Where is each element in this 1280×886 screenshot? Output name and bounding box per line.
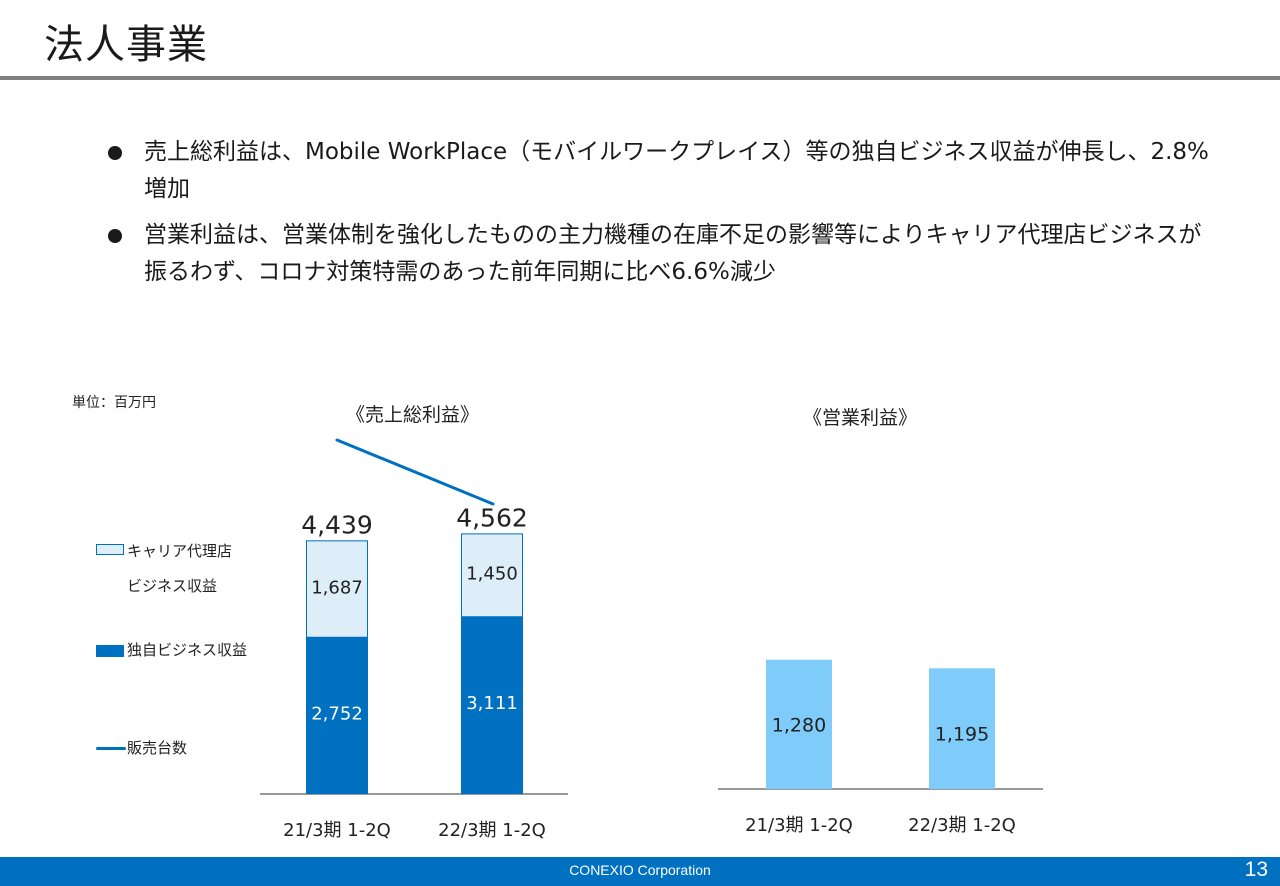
legend-carrier-label: キャリア代理店 [127, 542, 233, 560]
data-label-own: 3,111 [466, 693, 518, 714]
legend-carrier-swatch [96, 544, 124, 555]
bullet-dot-icon [108, 229, 122, 243]
data-label-own: 2,752 [311, 704, 363, 725]
footer-bar: CONEXIO Corporation 13 [0, 857, 1280, 886]
bullet-item: 営業利益は、営業体制を強化したものの主力機種の在庫不足の影響等によりキャリア代理… [108, 217, 1218, 291]
data-label-carrier: 1,687 [311, 577, 363, 598]
legend-own-label: 独自ビジネス収益 [127, 641, 248, 659]
legend-units-label: 販売台数 [127, 739, 188, 757]
bar-operating-profit [929, 668, 995, 789]
page-title: 法人事業 [44, 22, 208, 68]
unit-label: 単位：百万円 [72, 395, 156, 411]
bullet-list: 売上総利益は、Mobile WorkPlace（モバイルワークプレイス）等の独自… [108, 134, 1218, 300]
operating-profit-chart: 1,280 21/3期 1-2Q 1,195 22/3期 1-2Q [718, 659, 1043, 836]
data-label-operating-profit: 1,280 [772, 715, 826, 737]
legend-units-swatch [96, 747, 126, 750]
footer-company: CONEXIO Corporation [569, 862, 711, 878]
data-label-operating-profit: 1,195 [935, 723, 989, 745]
operating-profit-chart-title: 《営業利益》 [803, 407, 918, 429]
x-tick-label: 21/3期 1-2Q [745, 815, 853, 836]
x-tick-label: 21/3期 1-2Q [283, 820, 391, 841]
legend-own-swatch [96, 645, 124, 657]
bullet-dot-icon [108, 146, 122, 160]
bar-own-business [461, 616, 523, 794]
x-tick-label: 22/3期 1-2Q [908, 815, 1016, 836]
bar-carrier-business [461, 533, 523, 618]
bullet-item: 売上総利益は、Mobile WorkPlace（モバイルワークプレイス）等の独自… [108, 134, 1218, 208]
bar-operating-profit [766, 659, 832, 789]
data-label-total: 4,439 [301, 510, 373, 539]
bar-carrier-business [306, 540, 368, 638]
title-divider [0, 76, 1280, 80]
gross-profit-chart-title: 《売上総利益》 [346, 404, 480, 426]
bar-own-business [306, 636, 368, 794]
units-trend-line [335, 438, 495, 506]
data-label-carrier: 1,450 [466, 563, 518, 584]
gross-profit-chart: 1,687 2,752 4,439 21/3期 1-2Q 1,450 3,111 4,562… [260, 503, 568, 841]
bullet-text: 営業利益は、営業体制を強化したものの主力機種の在庫不足の影響等によりキャリア代理… [144, 222, 1202, 285]
data-label-total: 4,562 [456, 503, 528, 532]
bullet-text: 売上総利益は、Mobile WorkPlace（モバイルワークプレイス）等の独自… [144, 139, 1209, 202]
x-tick-label: 22/3期 1-2Q [438, 820, 546, 841]
page-number: 13 [1244, 858, 1268, 881]
legend-carrier-label-line2: ビジネス収益 [127, 577, 218, 595]
